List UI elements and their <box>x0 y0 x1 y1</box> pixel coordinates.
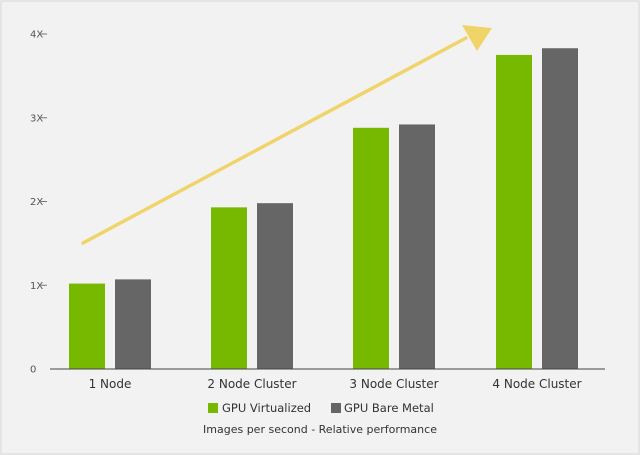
y-tick-label: 4X <box>30 30 43 41</box>
y-tick-label: 0 <box>30 365 36 376</box>
x-axis-labels: 1 Node 2 Node Cluster 3 Node Cluster 4 Node… <box>89 377 582 391</box>
bar-gpu-bare-metal-3 <box>399 124 435 369</box>
y-tick-label: 2X <box>30 197 43 208</box>
legend: GPU Virtualized GPU Bare Metal <box>208 401 434 415</box>
x-category-label: 1 Node <box>89 377 132 391</box>
x-category-label: 3 Node Cluster <box>349 377 438 391</box>
legend-swatch-gpu-bare-metal <box>331 403 341 413</box>
legend-swatch-gpu-virtualized <box>208 403 218 413</box>
legend-item-gpu-virtualized: GPU Virtualized <box>208 401 311 415</box>
y-axis-ticks: 0 1X 2X 3X 4X <box>30 30 47 376</box>
bar-gpu-virtualized-3 <box>353 127 389 369</box>
trend-arrow-line <box>81 36 468 245</box>
bar-gpu-bare-metal-4 <box>542 48 578 370</box>
y-tick-label: 3X <box>30 113 43 124</box>
x-category-label: 2 Node Cluster <box>207 377 296 391</box>
legend-label-gpu-bare-metal: GPU Bare Metal <box>344 401 434 415</box>
bar-gpu-bare-metal-1 <box>115 279 151 369</box>
legend-label-gpu-virtualized: GPU Virtualized <box>222 401 311 415</box>
x-category-label: 4 Node Cluster <box>492 377 581 391</box>
bars <box>69 48 578 370</box>
bar-gpu-virtualized-2 <box>211 207 247 369</box>
bar-gpu-bare-metal-2 <box>257 203 293 369</box>
trend-arrow-head <box>462 25 492 51</box>
y-tick-label: 1X <box>30 281 43 292</box>
bar-gpu-virtualized-1 <box>69 283 105 369</box>
bar-gpu-virtualized-4 <box>496 54 532 369</box>
chart-caption: Images per second - Relative performance <box>203 423 437 436</box>
legend-item-gpu-bare-metal: GPU Bare Metal <box>331 401 434 415</box>
trend-arrow <box>81 25 492 245</box>
